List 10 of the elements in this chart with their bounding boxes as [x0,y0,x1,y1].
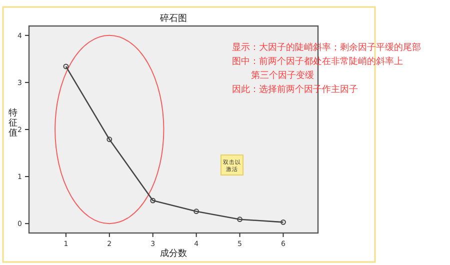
point [63,64,69,70]
x-axis-title: 成分数 [160,248,187,259]
point [280,219,286,225]
annotation: 第三个因子变缓 [251,70,314,81]
y-axis-title: 特征值 [8,108,18,138]
point [106,136,112,142]
chart-title: 碎石图 [159,13,187,24]
point [194,208,200,214]
point [150,198,156,204]
point [237,216,242,222]
